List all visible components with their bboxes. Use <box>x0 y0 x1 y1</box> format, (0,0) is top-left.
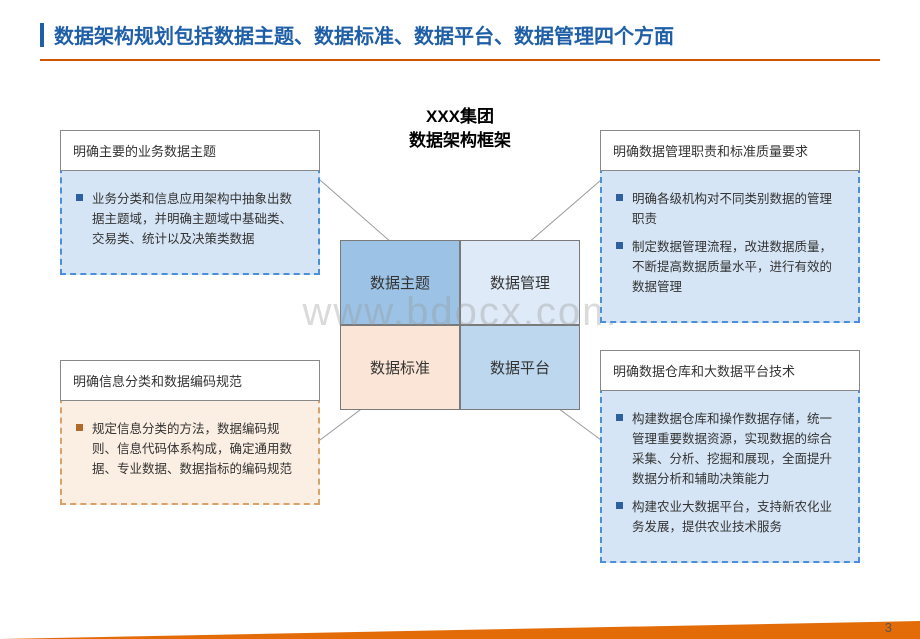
panel-br-title: 明确数据仓库和大数据平台技术 <box>600 350 860 391</box>
quad-cell-topic: 数据主题 <box>340 240 460 325</box>
title-bar-icon <box>40 23 44 47</box>
slide: 数据架构规划包括数据主题、数据标准、数据平台、数据管理四个方面 XXX集团 数据… <box>0 0 920 639</box>
panel-br-body: 构建数据仓库和操作数据存储，统一管理重要数据资源，实现数据的综合采集、分析、挖掘… <box>600 377 860 563</box>
panel-top-left: 明确主要的业务数据主题 业务分类和信息应用架构中抽象出数据主题域，并明确主题域中… <box>60 130 320 275</box>
list-item: 明确各级机构对不同类别数据的管理职责 <box>616 189 844 229</box>
list-item: 业务分类和信息应用架构中抽象出数据主题域，并明确主题域中基础类、交易类、统计以及… <box>76 189 304 249</box>
slide-title: 数据架构规划包括数据主题、数据标准、数据平台、数据管理四个方面 <box>54 20 674 49</box>
panel-bl-title: 明确信息分类和数据编码规范 <box>60 360 320 401</box>
title-underline-icon <box>40 59 880 61</box>
panel-tl-list: 业务分类和信息应用架构中抽象出数据主题域，并明确主题域中基础类、交易类、统计以及… <box>76 189 304 249</box>
panel-tr-title: 明确数据管理职责和标准质量要求 <box>600 130 860 171</box>
list-item: 构建农业大数据平台，支持新农化业务发展，提供农业技术服务 <box>616 497 844 537</box>
list-item: 构建数据仓库和操作数据存储，统一管理重要数据资源，实现数据的综合采集、分析、挖掘… <box>616 409 844 489</box>
panel-bl-list: 规定信息分类的方法，数据编码规则、信息代码体系构成，确定通用数据、专业数据、数据… <box>76 419 304 479</box>
footer-triangle-icon <box>0 621 920 639</box>
panel-tr-list: 明确各级机构对不同类别数据的管理职责 制定数据管理流程，改进数据质量，不断提高数… <box>616 189 844 297</box>
panel-bottom-left: 明确信息分类和数据编码规范 规定信息分类的方法，数据编码规则、信息代码体系构成，… <box>60 360 320 505</box>
quad-cell-standard: 数据标准 <box>340 325 460 410</box>
panel-tr-body: 明确各级机构对不同类别数据的管理职责 制定数据管理流程，改进数据质量，不断提高数… <box>600 157 860 323</box>
quad-grid: 数据主题 数据管理 数据标准 数据平台 <box>340 240 580 410</box>
panel-tl-body: 业务分类和信息应用架构中抽象出数据主题域，并明确主题域中基础类、交易类、统计以及… <box>60 157 320 275</box>
quad-cell-platform: 数据平台 <box>460 325 580 410</box>
quad-cell-management: 数据管理 <box>460 240 580 325</box>
center-title-line1: XXX集团 <box>409 105 511 129</box>
panel-br-list: 构建数据仓库和操作数据存储，统一管理重要数据资源，实现数据的综合采集、分析、挖掘… <box>616 409 844 537</box>
title-row: 数据架构规划包括数据主题、数据标准、数据平台、数据管理四个方面 <box>40 20 880 49</box>
panel-bottom-right: 明确数据仓库和大数据平台技术 构建数据仓库和操作数据存储，统一管理重要数据资源，… <box>600 350 860 563</box>
page-number: 3 <box>885 620 892 635</box>
panel-top-right: 明确数据管理职责和标准质量要求 明确各级机构对不同类别数据的管理职责 制定数据管… <box>600 130 860 323</box>
center-title: XXX集团 数据架构框架 <box>409 105 511 153</box>
list-item: 规定信息分类的方法，数据编码规则、信息代码体系构成，确定通用数据、专业数据、数据… <box>76 419 304 479</box>
panel-tl-title: 明确主要的业务数据主题 <box>60 130 320 171</box>
center-title-line2: 数据架构框架 <box>409 129 511 153</box>
list-item: 制定数据管理流程，改进数据质量，不断提高数据质量水平，进行有效的数据管理 <box>616 237 844 297</box>
panel-bl-body: 规定信息分类的方法，数据编码规则、信息代码体系构成，确定通用数据、专业数据、数据… <box>60 387 320 505</box>
